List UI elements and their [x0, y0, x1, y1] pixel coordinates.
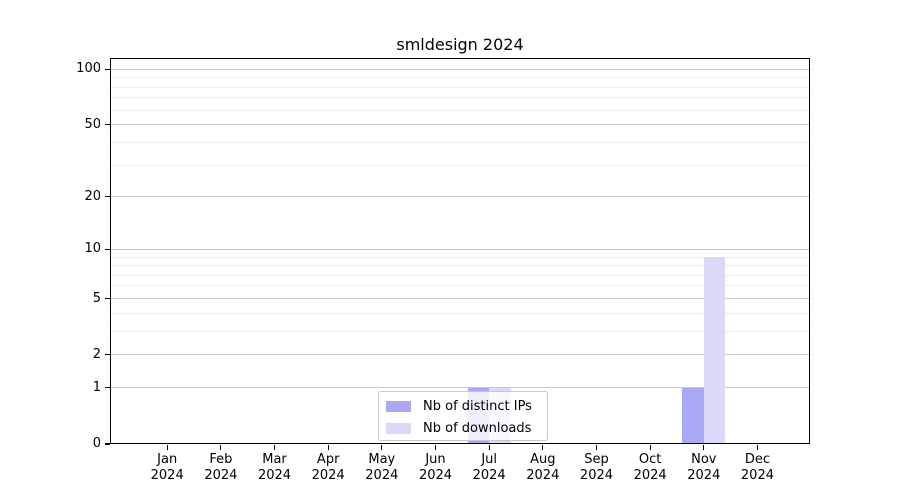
- y-gridline-minor: [110, 77, 810, 79]
- x-tick-label: May 2024: [365, 452, 399, 483]
- legend-row-nb-of-downloads: Nb of downloads: [379, 417, 547, 439]
- bar-nb-of-downloads-nov: [703, 257, 726, 444]
- x-tick: [649, 445, 651, 450]
- y-gridline-major: [110, 248, 810, 250]
- y-tick: [104, 248, 110, 250]
- y-tick-label: 50: [84, 116, 101, 132]
- x-tick: [327, 445, 329, 450]
- x-tick-label: Jul 2024: [472, 452, 506, 483]
- x-tick-label: Aug 2024: [526, 452, 560, 483]
- x-tick: [166, 445, 168, 450]
- y-tick: [104, 354, 110, 356]
- y-gridline-minor: [110, 256, 810, 258]
- legend-row-nb-of-distinct-ips: Nb of distinct IPs: [379, 395, 547, 417]
- legend-label: Nb of distinct IPs: [423, 398, 532, 414]
- chart-title: smldesign 2024: [396, 35, 524, 54]
- x-tick: [595, 445, 598, 450]
- y-gridline-minor: [110, 330, 810, 332]
- y-tick-label: 5: [92, 290, 101, 306]
- x-tick-label: Sep 2024: [579, 452, 614, 483]
- y-tick: [104, 297, 110, 300]
- y-gridline-minor: [110, 285, 810, 287]
- x-tick: [542, 445, 544, 450]
- bar-nb-of-distinct-ips-nov: [682, 387, 704, 444]
- y-tick-label: 0: [92, 436, 101, 451]
- x-tick: [381, 445, 383, 450]
- x-tick: [273, 445, 276, 450]
- x-tick: [703, 445, 705, 450]
- x-tick: [434, 445, 437, 450]
- y-tick: [104, 68, 110, 70]
- y-gridline-major: [110, 387, 810, 389]
- y-gridline-minor: [110, 141, 810, 143]
- y-gridline-major: [110, 196, 810, 198]
- y-gridline-major: [110, 354, 810, 356]
- x-tick-label: Mar 2024: [257, 452, 292, 483]
- legend-swatch-icon: [386, 422, 411, 434]
- x-tick: [220, 445, 222, 450]
- y-gridline-minor: [110, 265, 810, 267]
- x-tick-label: Dec 2024: [740, 452, 774, 483]
- y-tick-label: 1: [92, 379, 101, 395]
- y-gridline-minor: [110, 164, 810, 166]
- y-tick-label: 2: [92, 346, 101, 362]
- y-gridline-major: [110, 68, 810, 70]
- y-tick-label: 10: [84, 241, 101, 257]
- x-tick: [488, 445, 490, 450]
- y-tick: [104, 387, 110, 389]
- x-tick-label: Feb 2024: [204, 452, 238, 483]
- x-tick: [756, 445, 759, 450]
- y-tick-label: 20: [84, 188, 101, 204]
- x-tick-label: Nov 2024: [687, 452, 721, 483]
- y-gridline-minor: [110, 97, 810, 99]
- y-gridline-minor: [110, 109, 810, 111]
- legend: Nb of distinct IPs Nb of downloads: [378, 391, 548, 441]
- y-tick: [104, 196, 110, 198]
- x-tick-label: Jun 2024: [418, 452, 453, 483]
- y-tick: [104, 443, 110, 445]
- y-gridline-minor: [110, 86, 810, 88]
- legend-label: Nb of downloads: [423, 420, 532, 436]
- x-tick-label: Apr 2024: [311, 452, 345, 483]
- y-gridline-minor: [110, 274, 810, 276]
- y-tick: [104, 124, 110, 126]
- x-tick-label: Oct 2024: [633, 452, 667, 483]
- y-tick-label: 100: [76, 61, 101, 77]
- y-gridline-major: [110, 124, 810, 126]
- legend-swatch-icon: [386, 400, 411, 412]
- x-tick-label: Jan 2024: [150, 452, 184, 483]
- y-gridline-major: [110, 298, 810, 299]
- y-gridline-minor: [110, 312, 810, 314]
